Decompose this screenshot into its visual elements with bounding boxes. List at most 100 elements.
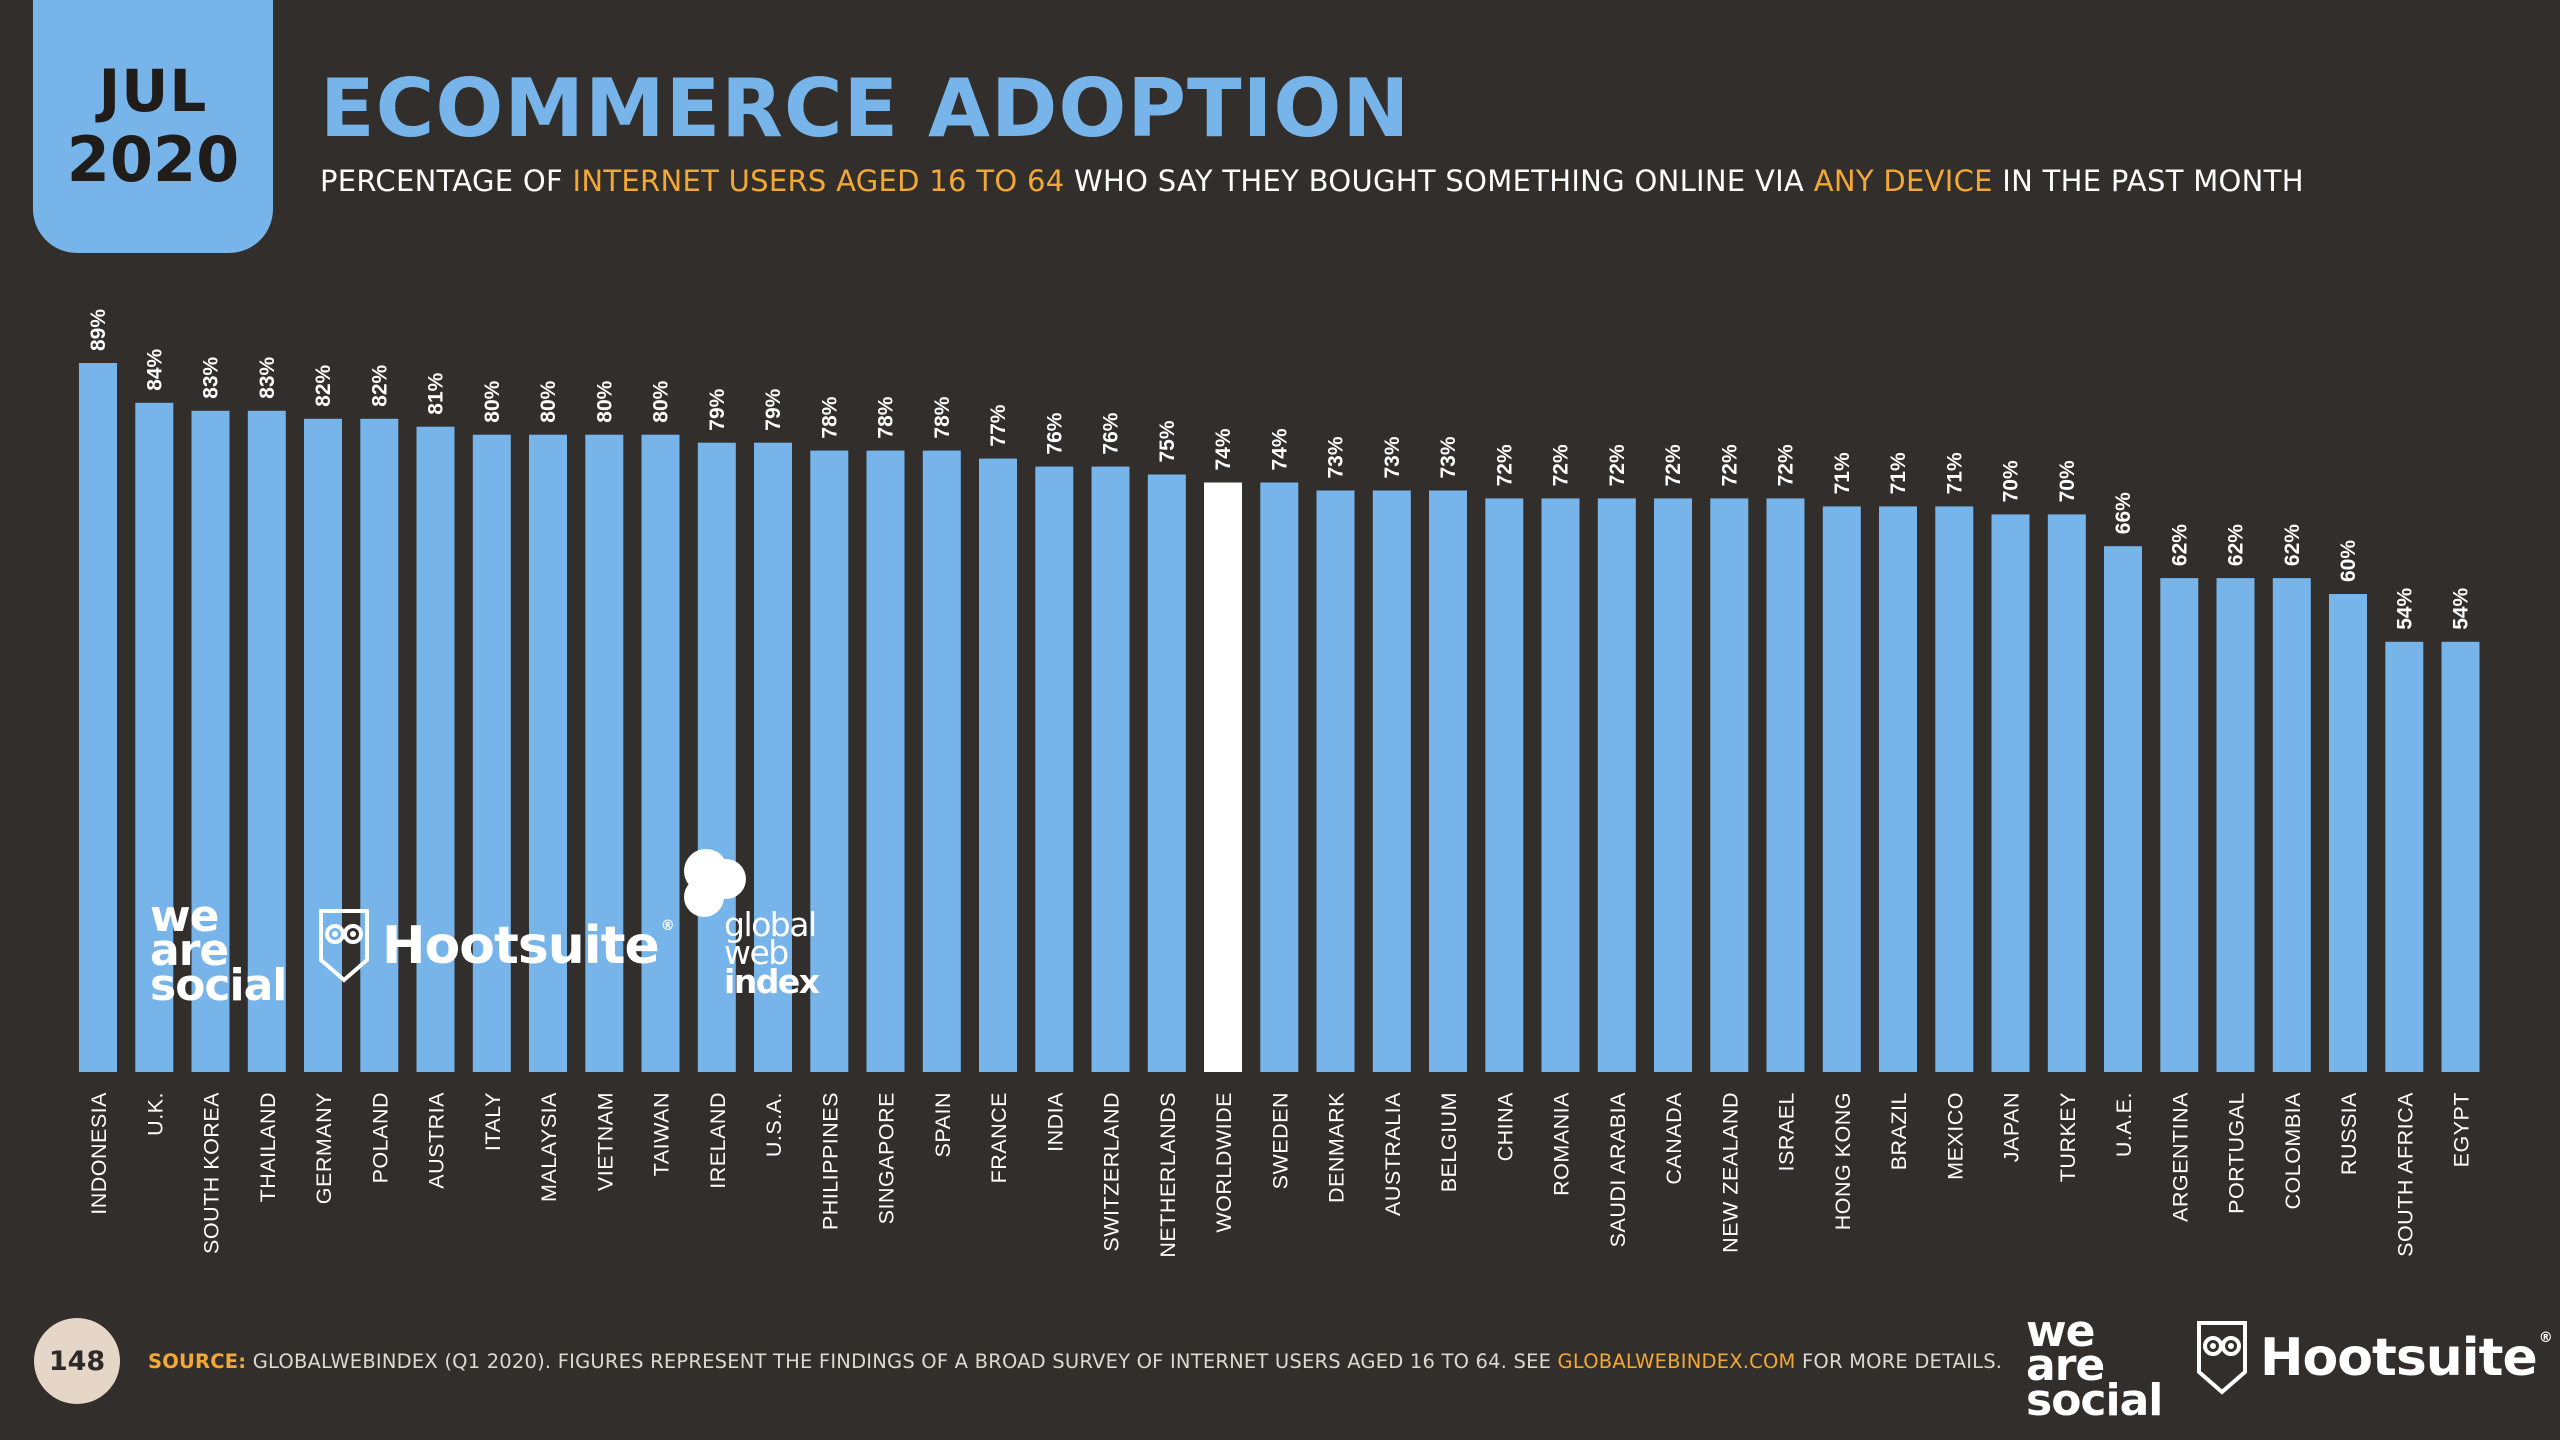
value-label: 74% (1212, 428, 1235, 470)
bar-mexico (1935, 506, 1974, 1072)
page-title: ECOMMERCE ADOPTION (320, 62, 1411, 155)
value-label: 72% (1493, 444, 1516, 486)
category-label: TAIWAN (650, 1092, 674, 1176)
subtitle-highlight-1: INTERNET USERS AGED 16 TO 64 (572, 164, 1065, 198)
bar-colombia (2272, 578, 2311, 1072)
we-are-social-footer-logo: we are social (2026, 1306, 2163, 1422)
source-note: SOURCE: GLOBALWEBINDEX (Q1 2020). FIGURE… (148, 1350, 2002, 1373)
bar-taiwan (641, 434, 680, 1072)
bar-worldwide (1204, 482, 1242, 1072)
category-label: U.K. (143, 1092, 167, 1136)
category-label: U.A.E. (2112, 1092, 2136, 1157)
category-label: COLOMBIA (2281, 1092, 2305, 1210)
bar-china (1485, 498, 1524, 1072)
category-label: MALAYSIA (537, 1092, 561, 1202)
category-label: INDONESIA (87, 1092, 111, 1215)
value-label: 71% (1831, 452, 1854, 494)
category-label: POLAND (368, 1092, 392, 1183)
bar-new-zealand (1710, 498, 1749, 1072)
value-label: 70% (2000, 460, 2023, 502)
value-label: 75% (1156, 420, 1179, 462)
category-label: SWITZERLAND (1100, 1092, 1124, 1252)
bar-saudi-arabia (1597, 498, 1636, 1072)
value-label: 72% (1718, 444, 1741, 486)
category-label: ITALY (481, 1092, 505, 1151)
gwi-word-global: global (724, 905, 817, 944)
value-label: 73% (1437, 436, 1460, 478)
value-label: 76% (1100, 412, 1123, 454)
bar-malaysia (529, 434, 567, 1072)
bar-netherlands (1147, 474, 1186, 1072)
bar-belgium (1429, 490, 1467, 1072)
value-label: 66% (2112, 492, 2135, 534)
category-label: SWEDEN (1268, 1092, 1292, 1189)
bar-u-s-a (754, 442, 792, 1072)
badge-month: JUL (98, 56, 208, 125)
bar-egypt (2441, 641, 2480, 1072)
value-label: 62% (2225, 524, 2248, 566)
category-label: RUSSIA (2337, 1092, 2361, 1175)
cloud-icon (684, 849, 746, 917)
bar-italy (472, 434, 511, 1072)
category-label: BELGIUM (1437, 1092, 1461, 1192)
category-label: SPAIN (931, 1092, 955, 1157)
value-label: 71% (1887, 452, 1910, 494)
category-label: U.S.A. (762, 1092, 786, 1157)
category-label: FRANCE (987, 1092, 1011, 1183)
value-label: 54% (2393, 587, 2416, 629)
subtitle-text-3: IN THE PAST MONTH (1992, 164, 2304, 198)
bar-u-k (135, 402, 174, 1072)
value-label: 62% (2168, 524, 2191, 566)
hootsuite-footer-logo: Hootsuite ® (2196, 1320, 2553, 1396)
category-label: ROMANIA (1550, 1092, 1574, 1196)
category-label: VIETNAM (593, 1092, 617, 1191)
bar-u-a-e (2104, 546, 2142, 1072)
subtitle-highlight-2: ANY DEVICE (1813, 164, 1993, 198)
bar-canada (1654, 498, 1692, 1072)
subtitle-text-1: PERCENTAGE OF (320, 164, 573, 198)
bar-portugal (2216, 578, 2255, 1072)
value-label: 72% (1550, 444, 1573, 486)
value-label: 82% (312, 364, 335, 406)
bar-hong-kong (1822, 506, 1861, 1072)
category-label: TURKEY (2056, 1092, 2080, 1182)
value-label: 80% (481, 380, 504, 422)
source-end: FOR MORE DETAILS. (1795, 1350, 2003, 1373)
value-label: 81% (425, 372, 448, 414)
value-label: 78% (931, 396, 954, 438)
category-label: AUSTRIA (425, 1092, 449, 1189)
footer-logo-word-we: we (2026, 1306, 2096, 1357)
registered-mark: ® (660, 918, 675, 934)
bar-argentina (2160, 578, 2199, 1072)
category-label: SAUDI ARABIA (1606, 1092, 1630, 1248)
chart-category-labels: INDONESIA U.K. SOUTH KOREA THAILAND GERMANY P… (87, 1092, 2474, 1258)
globalwebindex-logo: global web index (680, 845, 850, 1010)
category-label: HONG KONG (1831, 1092, 1855, 1230)
logo-word-we: we (150, 891, 220, 942)
chart-value-labels: 89% 84% 83% 83% 82% 82% 81% 80% 80% 80% 80% 79% 79% 7… (87, 309, 2473, 630)
value-label: 62% (2281, 524, 2304, 566)
bar-russia (2329, 594, 2367, 1072)
value-label: 71% (1943, 452, 1966, 494)
gwi-word-web: web (724, 933, 789, 973)
bar-romania (1541, 498, 1580, 1072)
category-label: GERMANY (312, 1092, 336, 1204)
category-label: ARGENTINA (2168, 1092, 2192, 1222)
value-label: 73% (1325, 436, 1348, 478)
category-label: PHILIPPINES (818, 1092, 842, 1230)
category-label: PORTUGAL (2225, 1092, 2249, 1214)
source-link[interactable]: GLOBALWEBINDEX.COM (1557, 1350, 1796, 1373)
value-label: 82% (368, 364, 391, 406)
value-label: 72% (1775, 444, 1798, 486)
category-label: SOUTH AFRICA (2393, 1092, 2417, 1257)
bar-france (979, 458, 1017, 1073)
category-label: ISRAEL (1775, 1092, 1799, 1171)
subtitle-text-2: WHO SAY THEY BOUGHT SOMETHING ONLINE VIA (1064, 164, 1814, 198)
bar-brazil (1879, 506, 1917, 1072)
source-label: SOURCE: (148, 1350, 247, 1373)
category-label: EGYPT (2450, 1092, 2474, 1167)
value-label: 84% (143, 348, 166, 390)
category-label: THAILAND (256, 1092, 280, 1202)
bar-sweden (1260, 482, 1299, 1072)
